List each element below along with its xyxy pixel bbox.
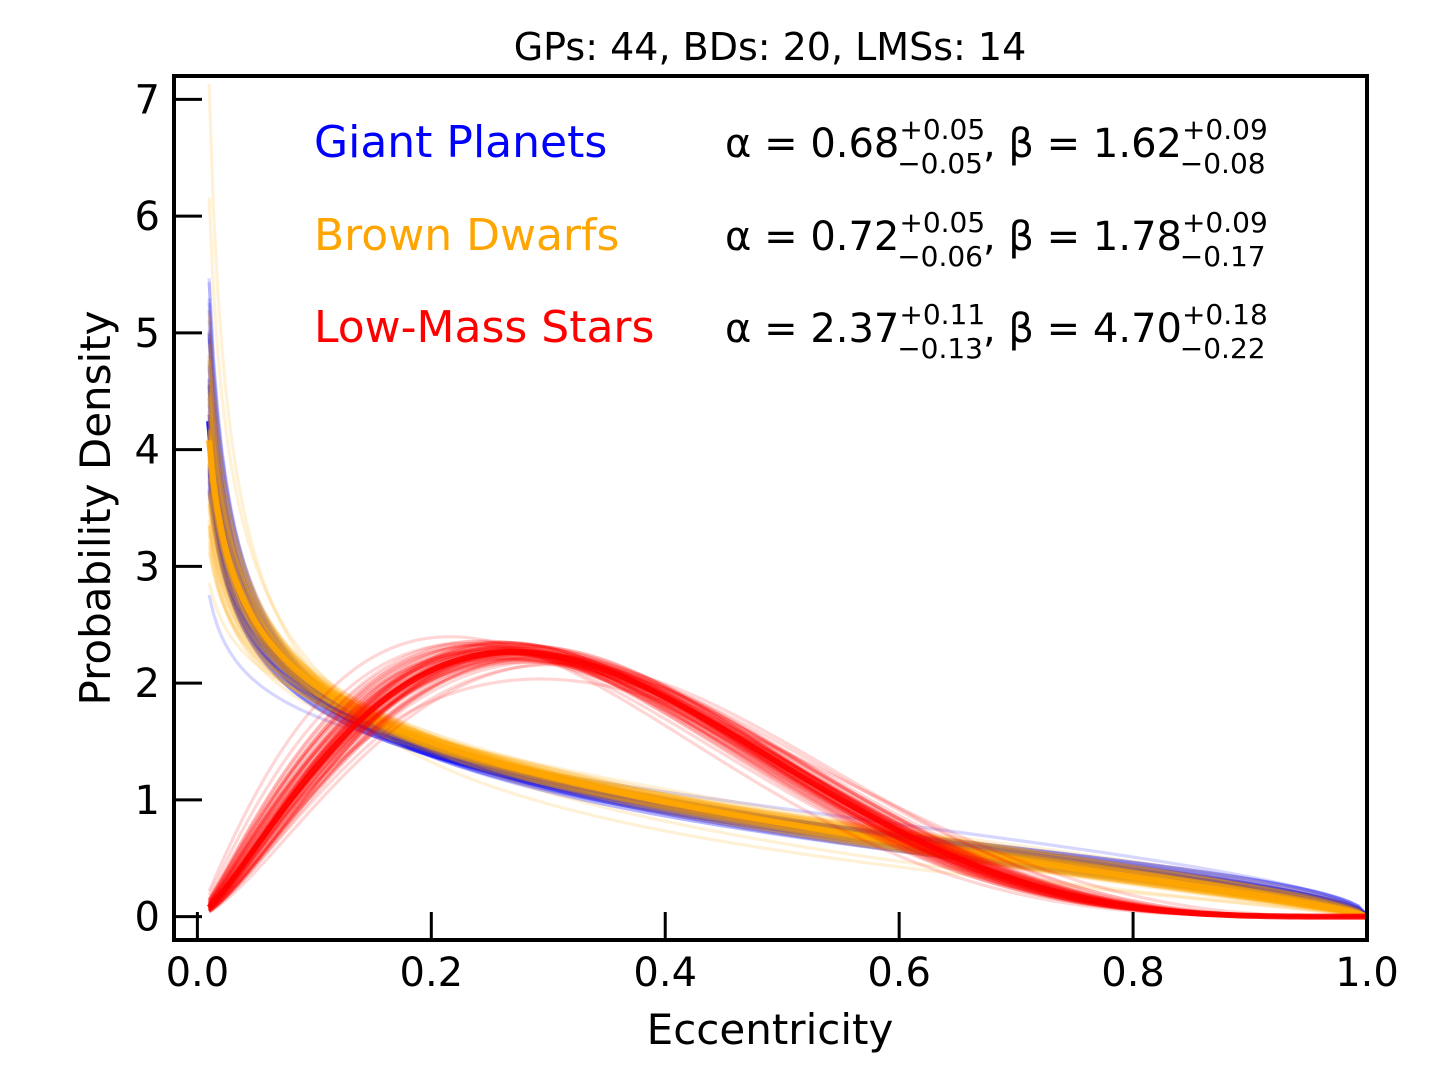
posterior-draw-line: [207, 388, 1368, 918]
posterior-draw-line: [207, 381, 1368, 919]
legend-label: Low-Mass Stars: [314, 302, 654, 353]
y-tick-label: 5: [135, 311, 160, 357]
series-brown-dwarfs: [206, 84, 1369, 920]
posterior-draw-line: [207, 640, 1367, 919]
posterior-draw-line: [207, 343, 1368, 919]
x-tick-label: 0.8: [1101, 950, 1165, 996]
y-axis-label: Probability Density: [71, 310, 120, 705]
posterior-draw-line: [207, 398, 1369, 917]
posterior-draw-line: [208, 656, 1367, 919]
y-tick-label: 2: [135, 661, 160, 707]
y-tick-label: 7: [135, 77, 160, 123]
x-tick-label: 0.6: [867, 950, 931, 996]
series-low-mass-stars: [206, 635, 1367, 920]
posterior-draw-line: [207, 403, 1368, 918]
x-tick-label: 0.0: [166, 950, 230, 996]
posterior-draw-line: [207, 396, 1368, 918]
posterior-draw-line: [207, 635, 1367, 919]
posterior-draw-line: [207, 404, 1368, 918]
posterior-draw-line: [207, 525, 1368, 918]
y-tick-label: 0: [135, 895, 160, 941]
posterior-draw-line: [207, 392, 1368, 919]
posterior-draw-line: [207, 530, 1368, 918]
posterior-draw-line: [207, 493, 1368, 918]
posterior-draw-line: [207, 639, 1367, 919]
posterior-draw-line: [208, 657, 1367, 919]
posterior-draw-line: [207, 642, 1367, 919]
posterior-draw-line: [207, 410, 1368, 918]
posterior-draw-line: [208, 663, 1367, 919]
legend-label: Giant Planets: [314, 117, 607, 168]
legend: Giant Planets α = 0.68+0.05 −0.05, β = 1.6…: [314, 113, 1268, 365]
param-text: α = 2.37+0.11 −0.13, β = 4.70+0.18 −0.22: [725, 298, 1268, 365]
axes-layer: 0.0 0.2 0.4 0.6 0.8 1.0 0 1 2 3 4 5 6 7: [135, 77, 1399, 996]
posterior-draw-line: [208, 659, 1367, 919]
y-tick-label: 6: [135, 194, 160, 240]
y-tick-label: 1: [135, 778, 160, 824]
posterior-draw-line: [207, 496, 1368, 918]
posterior-draw-line: [207, 402, 1368, 919]
posterior-draw-line: [207, 546, 1368, 918]
param-text: α = 0.72+0.05 −0.06, β = 1.78+0.09 −0.17: [725, 206, 1268, 273]
posterior-draw-line: [208, 660, 1367, 919]
posterior-draw-line: [207, 502, 1368, 918]
posterior-draw-line: [207, 524, 1368, 918]
posterior-draw-line: [207, 642, 1367, 919]
posterior-draw-line: [207, 541, 1368, 918]
posterior-draw-line: [207, 582, 1368, 919]
posterior-draw-line: [208, 661, 1367, 919]
posterior-draw-line: [207, 640, 1367, 919]
posterior-draw-line: [207, 397, 1368, 918]
posterior-draw-line: [207, 493, 1368, 918]
x-tick-label: 0.2: [400, 950, 464, 996]
x-tick-label: 1.0: [1335, 950, 1399, 996]
param-text: α = 0.68+0.05 −0.05, β = 1.62+0.09 −0.08: [725, 113, 1268, 180]
posterior-draw-line: [207, 396, 1368, 919]
posterior-draw-line: [207, 504, 1368, 918]
x-axis-label: Eccentricity: [647, 1005, 894, 1054]
series-giant-planets: [206, 278, 1369, 919]
posterior-draw-line: [207, 509, 1368, 918]
posterior-draw-line: [207, 392, 1368, 919]
posterior-draw-line: [207, 197, 1368, 919]
posterior-draw-line: [207, 552, 1368, 919]
chart-title: GPs: 44, BDs: 20, LMSs: 14: [514, 25, 1027, 69]
y-tick-label: 3: [135, 544, 160, 590]
legend-label: Brown Dwarfs: [314, 210, 619, 261]
median-curve-line: [206, 440, 1368, 920]
posterior-draw-line: [207, 533, 1369, 918]
posterior-draw-line: [207, 391, 1368, 919]
y-tick-label: 4: [135, 428, 160, 474]
posterior-draw-line: [207, 354, 1368, 919]
median-curve-line: [206, 648, 1367, 920]
curves-layer: [206, 84, 1369, 920]
posterior-draw-line: [207, 594, 1369, 917]
x-tick-label: 0.4: [633, 950, 697, 996]
plot-frame: [172, 74, 1369, 942]
